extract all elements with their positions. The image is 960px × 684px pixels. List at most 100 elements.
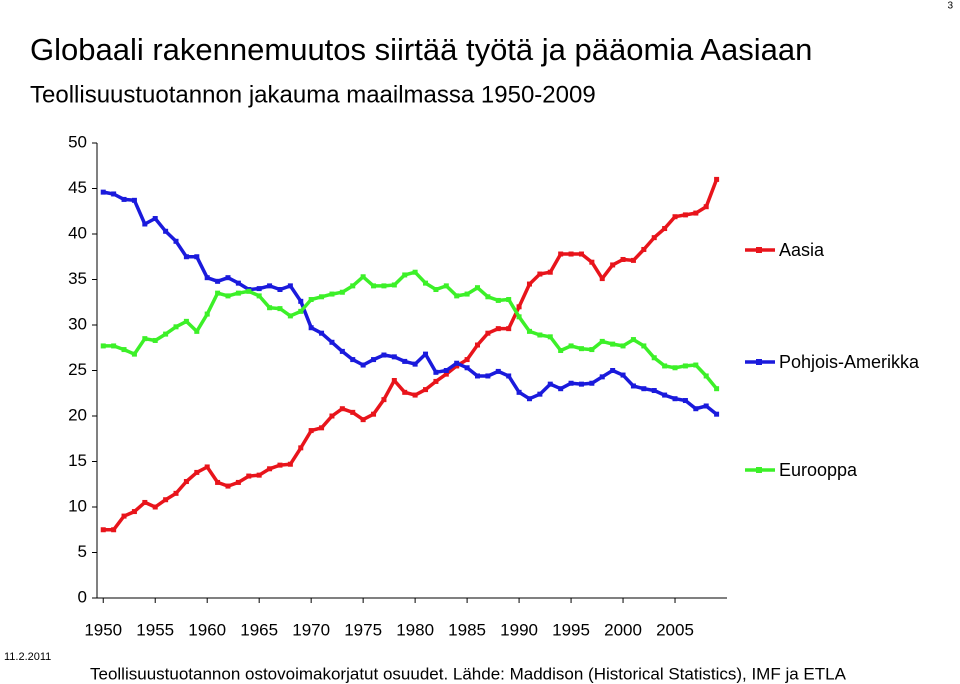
data-point [391,378,397,384]
chart-subtitle: Teollisuustuotannon jakauma maailmassa 1… [30,81,596,108]
data-point [111,343,117,349]
data-point [454,360,460,366]
data-point [204,311,210,317]
data-point [423,280,429,286]
data-point [474,373,480,379]
data-point [651,388,657,394]
data-point [703,403,709,409]
data-point [412,392,418,398]
data-point [526,396,532,402]
legend-label: Eurooppa [779,460,858,480]
data-point [319,425,325,431]
data-point [339,348,345,354]
data-point [516,314,522,320]
footnote: Teollisuustuotannon ostovoimakorjatut os… [90,664,847,683]
data-point [194,328,200,334]
data-point [173,324,179,330]
y-tick-label: 20 [68,405,87,424]
data-point [402,358,408,364]
data-point [693,362,699,368]
legend-label: Aasia [779,240,825,260]
data-point [682,212,688,218]
y-tick-label: 50 [68,132,87,151]
data-point [100,527,106,533]
data-point [246,473,252,479]
data-point [630,383,636,389]
legend-marker [756,467,762,473]
data-point [277,306,283,312]
data-point [225,483,231,489]
data-point [651,355,657,361]
data-point [308,428,314,434]
data-point [703,373,709,379]
x-tick-label: 1985 [448,620,486,639]
data-point [412,361,418,367]
y-tick-label: 45 [68,178,87,197]
data-point [672,365,678,371]
x-tick-label: 1965 [240,620,278,639]
data-point [610,262,616,268]
data-point [672,214,678,220]
data-point [371,283,377,289]
data-point [714,411,720,417]
data-point [568,343,574,349]
data-point [495,368,501,374]
data-point [599,276,605,282]
data-point [506,373,512,379]
data-point [381,352,387,358]
data-point [558,386,564,392]
data-point [474,285,480,291]
data-point [152,216,158,222]
data-point [287,313,293,319]
data-point [610,341,616,347]
data-point [703,204,709,210]
data-point [329,339,335,345]
data-point [142,336,148,342]
data-point [391,354,397,360]
data-point [464,357,470,363]
data-point [454,293,460,299]
data-point [568,380,574,386]
data-point [443,283,449,289]
data-point [651,235,657,241]
data-point [433,369,439,375]
x-tick-label: 1970 [292,620,330,639]
y-tick-label: 0 [78,587,87,606]
data-point [246,288,252,294]
data-point [662,392,668,398]
data-point [672,396,678,402]
data-point [547,381,553,387]
data-point [183,318,189,324]
data-point [620,372,626,378]
data-point [578,251,584,257]
data-point [121,347,127,353]
data-point [163,331,169,337]
data-point [599,374,605,380]
data-point [277,462,283,468]
x-tick-label: 1960 [188,620,226,639]
data-point [537,332,543,338]
data-point [495,326,501,332]
data-point [319,330,325,336]
data-point [215,290,221,296]
data-point [516,389,522,395]
data-point [714,386,720,392]
data-point [443,368,449,373]
data-point [267,283,273,289]
data-point [578,381,584,387]
data-point [235,280,241,286]
data-point [630,257,636,263]
x-tick-label: 2000 [604,620,642,639]
data-point [485,373,491,379]
data-point [339,289,345,295]
data-point [131,509,137,515]
data-point [142,499,148,505]
data-point [319,294,325,300]
data-point [298,298,304,304]
data-point [693,210,699,216]
data-point [485,330,491,336]
data-point [350,283,356,289]
data-point [391,282,397,288]
data-point [599,338,605,344]
